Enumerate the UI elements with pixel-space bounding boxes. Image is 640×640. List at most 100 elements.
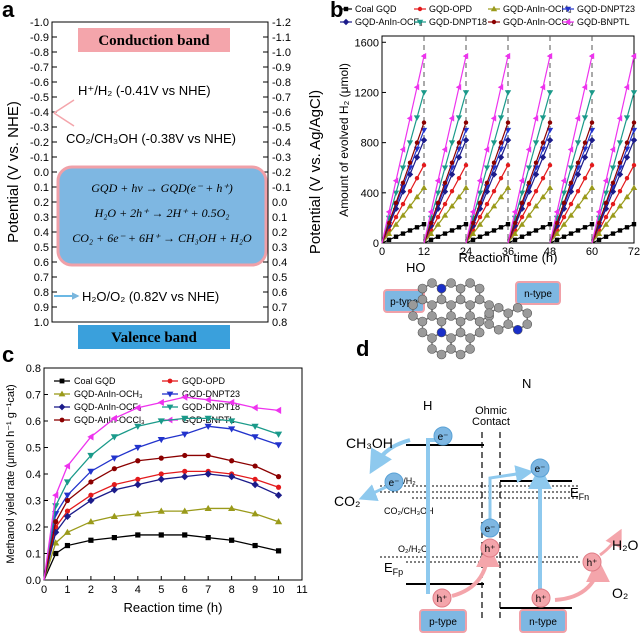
panel-b-data-point	[469, 208, 476, 216]
panel-c-data-point	[134, 444, 142, 452]
panel-b-data-point	[560, 190, 568, 197]
panel-b-data-point	[392, 190, 400, 197]
panel-b-legend-label: GQD-DNPT18	[429, 17, 487, 27]
panel-b-legend-marker	[564, 18, 571, 26]
panel-b-data-point	[477, 234, 483, 239]
panel-b-data-point	[449, 188, 455, 194]
panel-c: c Coal GQD GQD-OPD GQD-AnIn-OCH₃ GQD-DNPT23…	[2, 342, 308, 615]
panel-a-left-tick-label: 1.0	[34, 317, 49, 329]
panel-b-data-point	[567, 165, 575, 171]
panel-b-x-tick-label: 60	[586, 246, 598, 258]
panel-c-legend-marker	[59, 378, 65, 384]
panel-b-x-tick-label: 48	[544, 246, 556, 258]
panel-a-left-tick-label: -0.4	[30, 107, 49, 119]
panel-a-left-tick-label: -0.5	[30, 92, 49, 104]
panel-c-data-point	[52, 539, 60, 546]
panel-c-legend-label: GQD-DNPT18	[182, 402, 240, 412]
panel-b-data-point	[617, 228, 623, 233]
panel-b-legend-label: GQD-DNPT23	[577, 4, 635, 14]
panel-a-left-tick-label: 0.3	[34, 212, 49, 224]
efp-label: EFp	[384, 560, 403, 577]
panel-b-x-tick-label: 0	[379, 246, 385, 258]
panel-b-data-point	[602, 190, 610, 197]
panel-b-data-point	[526, 231, 532, 236]
carbon-atom	[522, 319, 533, 330]
panel-c-data-point	[87, 452, 95, 460]
panel-a-right-tick-label: 0.8	[272, 317, 287, 329]
h-h2-label: H⁺/H₂	[392, 476, 416, 486]
panel-b-data-point	[602, 221, 610, 227]
panel-c-x-tick-label: 1	[64, 584, 70, 596]
panel-b-data-point	[428, 220, 434, 226]
panel-c-data-point	[204, 504, 212, 512]
panel-b-data-point	[448, 140, 456, 146]
panel-c-legend-marker	[58, 390, 66, 397]
panel-b-data-point	[407, 228, 413, 233]
panel-c-xlabel: Reaction time (h)	[124, 600, 223, 615]
panel-b-data-point	[518, 221, 526, 227]
co2-level-label: CO₂/CH₃OH (-0.38V vs NHE)	[66, 131, 236, 146]
panel-b-data-point	[497, 84, 504, 91]
panel-b-data-point	[413, 115, 421, 121]
panel-b-data-point	[483, 165, 491, 171]
panel-c-data-point	[134, 481, 142, 489]
n-type-tag	[515, 281, 561, 305]
panel-c-data-point	[228, 473, 236, 481]
panel-c-data-point	[181, 393, 188, 401]
panel-b-data-point	[441, 146, 448, 153]
carbon-atom	[474, 327, 485, 338]
panel-b-data-point	[476, 190, 484, 197]
equation-3: CO₂ + 6e⁻ + 6H⁺ → CH₃OH + H₂O	[72, 231, 252, 245]
panel-c-data-point	[87, 433, 94, 441]
panel-b-x-tick-label: 36	[502, 246, 514, 258]
panel-b-data-point	[505, 163, 511, 168]
panel-b-data-point	[490, 203, 498, 209]
panel-c-legend-label: GQD-AnIn-OCCl₃	[74, 415, 145, 425]
panel-b-data-point	[525, 146, 532, 153]
o2-label: O₂	[612, 585, 628, 601]
panel-c-x-tick-label: 0	[41, 584, 47, 596]
equation-1: GQD + hv → GQD(e⁻ + h⁺)	[91, 181, 233, 195]
panel-c-data-point	[205, 452, 211, 459]
panel-b-data-point	[504, 127, 512, 134]
panel-a-left-tick-label: -0.6	[30, 77, 49, 89]
panel-b-data-point	[511, 208, 518, 216]
panel-c-x-tick-label: 6	[182, 584, 188, 596]
panel-a-right-tick-label: -0.5	[272, 122, 291, 134]
panel-b-y-tick-label: 0	[373, 238, 379, 250]
carbon-atom	[474, 283, 485, 294]
panel-b-data-point	[505, 221, 511, 227]
panel-a: a -1.0 -0.9 -0.8 -0.7 -0.6 -0.5 -0.4 -0.3 -0.2 -0…	[2, 0, 324, 349]
panel-c-data-point	[134, 423, 142, 430]
panel-b-data-point	[455, 154, 463, 161]
carbon-atom	[427, 278, 437, 288]
carbon-atom	[408, 300, 418, 310]
panel-b-data-point	[582, 225, 588, 230]
panel-b-data-point	[491, 188, 497, 194]
panel-b-data-point	[400, 201, 406, 207]
carbon-atom	[503, 319, 514, 330]
panel-b-data-point	[442, 180, 448, 185]
panel-b-data-point	[595, 208, 602, 216]
panel-c-data-point	[181, 507, 189, 514]
panel-a-left-tick-label: 0.9	[34, 302, 49, 314]
panel-c-data-point	[229, 458, 235, 464]
panel-a-letter: a	[2, 0, 15, 22]
panel-b-data-point	[448, 171, 456, 178]
panel-b-data-point	[449, 160, 455, 165]
p-excitation-arrow	[426, 438, 440, 594]
carbon-atom	[493, 302, 504, 313]
panel-c-data-point	[157, 436, 165, 444]
carbon-atom	[417, 316, 428, 327]
panel-c-data-point	[228, 504, 236, 512]
panel-c-y-tick-label: 0.6	[26, 416, 41, 428]
panel-c-data-point	[110, 512, 118, 519]
panel-b-data-point	[512, 220, 518, 226]
carbon-atom	[417, 294, 428, 305]
panel-c-data-point	[64, 497, 71, 504]
panel-c-data-point	[157, 398, 164, 407]
panel-b-ylabel: Amount of evolved H₂ (μmol)	[337, 63, 351, 217]
panel-a-right-tick-label: 0.5	[272, 272, 287, 284]
panel-b-data-point	[553, 208, 560, 216]
panel-b-data-point	[455, 193, 463, 200]
